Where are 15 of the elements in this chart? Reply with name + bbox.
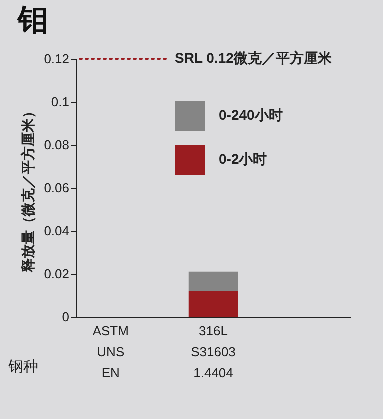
y-tick-label: 0.1 [51,94,70,110]
y-tick-label: 0.08 [44,138,70,152]
y-tick-label: 0.12 [44,52,70,66]
x-tick-label: ASTM UNS EN [92,324,129,380]
x-axis-title: 钢种 [8,358,38,376]
legend-label: 0-240小时 [219,107,283,123]
y-axis-title: 释放量（微克／平方厘米） [20,104,36,274]
chart-title: 钼 [16,4,48,37]
x-tick-label: 316L S31603 1.4404 [191,324,236,380]
y-tick-label: 0.04 [44,224,70,238]
y-tick-label: 0.06 [44,180,70,196]
legend-label: 0-2小时 [219,151,268,167]
ref-line-label: SRL 0.12微克／平方厘米 [175,50,333,66]
y-tick-label: 0 [62,310,70,324]
y-tick-label: 0.02 [44,266,70,282]
